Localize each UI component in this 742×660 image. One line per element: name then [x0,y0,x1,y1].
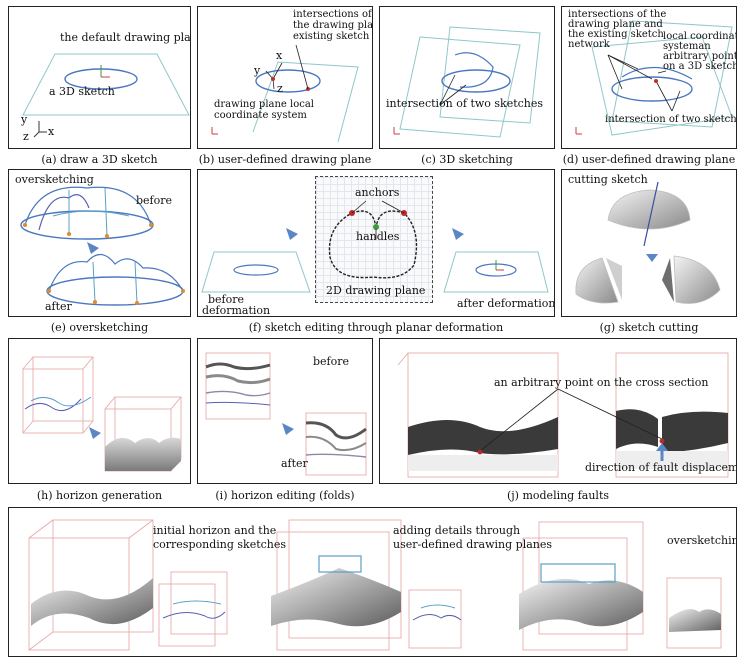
planar-deformation-figure [328,200,418,279]
label-two-sketches-d: intersection of two sketches [605,114,737,125]
label-2d-plane: 2D drawing plane [326,284,426,297]
axis-x-label: x [48,125,55,138]
label-local-d-3: arbitrary point [663,51,737,62]
label-default-plane: the default drawing plane [60,31,191,44]
caption-h: (h) horizon generation [36,489,163,502]
label-adding-details-1: adding details through [393,524,521,537]
label-3d-sketch: a 3D sketch [49,85,115,98]
label-coord-b-2: coordinate system [214,110,307,121]
panel-a: the default drawing plane a 3D sketch y … [8,6,191,149]
label-intersection-c: intersection of two sketches [386,97,544,110]
caption-b: (b) user-defined drawing plane [198,153,372,166]
label-after-deformation: after deformation [457,297,555,310]
label-initial-horizon-2: corresponding sketches [153,538,287,551]
caption-f: (f) sketch editing through planar deform… [248,321,504,334]
label-local-d-2: systeman [663,41,711,52]
panel-h [8,338,191,484]
panel-f-figure [201,228,549,293]
label-intersections-d-4: network [568,39,610,50]
label-before-f-1: before [208,293,245,306]
axis-y-label-b: y [254,64,261,77]
axis-x-label-b: x [276,49,283,62]
panel-d: intersections of the drawing plane and t… [561,6,737,149]
caption-a: (a) draw a 3D sketch [41,153,158,166]
panel-b-figure [211,44,359,143]
caption-e: (e) oversketching [50,321,149,334]
panel-i-figure [205,352,367,476]
label-oversketching-k: oversketching [667,534,736,547]
label-intersections-d-3: the existing sketch [568,29,664,40]
caption-c: (c) 3D sketching [421,153,513,166]
label-oversketching-e: oversketching [15,173,94,186]
label-adding-details-2: user-defined drawing planes [393,538,553,551]
caption-d: (d) user-defined drawing plane [562,153,736,166]
label-before-e: before [136,194,173,207]
label-intersections-d-2: drawing plane and [568,19,663,30]
label-after-i: after [281,457,308,470]
label-local-d-1: local coordinate [663,31,737,42]
panel-f: anchors handles 2D drawing plane before … [197,169,555,317]
panel-c: intersection of two sketches [379,6,555,149]
label-after-e: after [45,300,72,313]
panel-b: intersections of the drawing plane and a… [197,6,373,149]
label-coord-b-1: drawing plane local [214,99,314,110]
axis-z-label-b: z [277,82,283,95]
label-anchors: anchors [355,186,400,199]
axis-y-label: y [21,113,28,126]
panel-i: before after [197,338,373,484]
panel-e-figure [20,186,185,306]
axis-z-label: z [23,130,29,143]
label-intersections-d-1: intersections of the [568,9,667,20]
panel-c-figure [393,26,541,138]
label-arbitrary-point: an arbitrary point on the cross section [494,376,709,389]
caption-i: (i) horizon editing (folds) [215,489,355,502]
label-intersections-b-1: intersections of [293,9,372,20]
label-fault-direction: direction of fault displacement [585,461,737,474]
panel-a-figure [22,53,190,138]
panel-k-figure [28,519,722,651]
panel-j-figure [397,352,729,478]
label-initial-horizon-1: initial horizon and the [153,524,277,537]
label-before-i: before [313,355,350,368]
panel-j: an arbitrary point on the cross section … [379,338,737,484]
caption-g: (g) sketch cutting [599,321,699,334]
label-local-d-4: on a 3D sketch [663,61,737,72]
caption-j: (j) modeling faults [506,489,610,502]
label-before-f-2: deformation [202,304,271,317]
label-handles: handles [356,230,400,243]
label-cutting-sketch: cutting sketch [568,173,648,186]
label-intersections-b-2: the drawing plane and an [293,20,373,31]
panel-e: oversketching before after [8,169,191,317]
panel-g: cutting sketch [561,169,737,317]
panel-k: initial horizon and the corresponding sk… [8,507,737,657]
panel-h-figure [22,356,182,472]
panel-d-figure [575,20,733,136]
planar-drawing-area [315,176,433,303]
label-intersections-b-3: existing sketch [293,31,370,42]
panel-g-figure [575,181,721,304]
